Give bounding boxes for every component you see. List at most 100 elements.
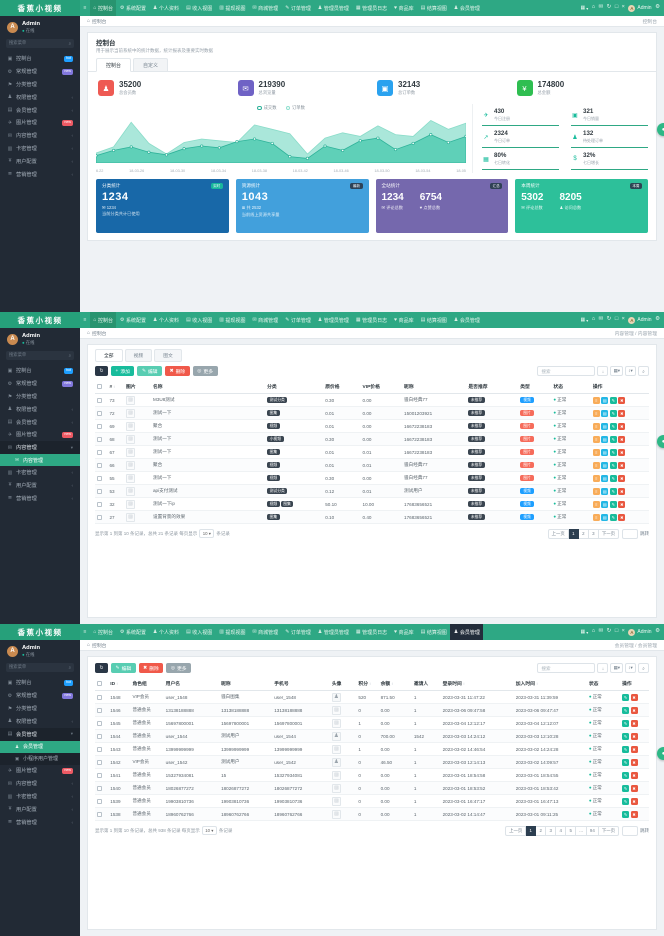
edit-button[interactable]: ✎: [609, 461, 617, 469]
weigh-button[interactable]: ▤: [601, 474, 609, 482]
settings-gear-icon[interactable]: ⚙: [655, 4, 660, 11]
side-member-mini[interactable]: ▣ 小程序用户管理: [0, 752, 80, 765]
weigh-button[interactable]: ▤: [601, 435, 609, 443]
weigh-button[interactable]: ▤: [601, 461, 609, 469]
refresh-button[interactable]: ↻: [95, 366, 109, 376]
refresh-icon[interactable]: ↻: [606, 628, 612, 635]
nav-withdraw-view[interactable]: ▥ 提现视图: [219, 5, 246, 12]
nav-withdraw-view[interactable]: ▥ 提现视图: [219, 629, 246, 636]
page-jump-input[interactable]: [622, 529, 638, 539]
column-header-login[interactable]: 登录时间↕: [440, 677, 514, 691]
page-button[interactable]: ...: [576, 826, 587, 836]
close-icon[interactable]: ×: [621, 4, 625, 11]
row-checkbox[interactable]: [97, 462, 102, 468]
nav-shop-manage[interactable]: ✉ 商城管理: [252, 5, 279, 12]
column-header-id[interactable]: #↕: [107, 380, 125, 394]
nav-income-view[interactable]: ▤ 收入视图: [185, 629, 213, 636]
nav-goods[interactable]: ♥ 商品库: [394, 317, 414, 324]
side-member[interactable]: ▤ 会员管理 ‹: [0, 416, 80, 429]
nav-order-manage[interactable]: ✎ 订单管理: [285, 317, 311, 324]
nav-income-view[interactable]: ▤ 收入视图: [185, 5, 213, 12]
message-icon[interactable]: ✉: [598, 316, 604, 323]
detail-button[interactable]: ≡: [592, 435, 600, 443]
avatar[interactable]: ▨: [331, 705, 341, 715]
weigh-button[interactable]: ▤: [601, 409, 609, 417]
fullscreen-icon[interactable]: □: [614, 628, 619, 635]
page-button[interactable]: 5: [566, 826, 577, 836]
side-userconf[interactable]: ¥ 用户配置 ‹: [0, 803, 80, 816]
row-checkbox[interactable]: [97, 785, 102, 791]
edit-button[interactable]: ✎: [622, 719, 630, 727]
row-checkbox[interactable]: [97, 501, 102, 507]
nav-dashboard[interactable]: ⌂ 控制台: [93, 629, 113, 636]
column-header-join[interactable]: 加入时间↕: [513, 677, 587, 691]
page-button[interactable]: 上一页: [505, 826, 527, 836]
nav-admin-log[interactable]: ▦ 管理员日志: [355, 5, 388, 12]
delete-button[interactable]: ✖: [630, 706, 638, 714]
detail-button[interactable]: ≡: [592, 461, 600, 469]
delete-button[interactable]: ✖: [630, 693, 638, 701]
nav-shop-manage[interactable]: ✉ 商城管理: [252, 629, 279, 636]
home-icon[interactable]: ⌂: [591, 628, 596, 635]
nav-withdraw-view[interactable]: ▥ 提现视图: [219, 317, 246, 324]
weigh-button[interactable]: ▤: [601, 500, 609, 508]
avatar[interactable]: ♟: [331, 757, 341, 767]
edit-button[interactable]: ✎: [609, 422, 617, 430]
page-jump-button[interactable]: 跳转: [640, 530, 649, 536]
row-checkbox[interactable]: [97, 423, 102, 429]
delete-button[interactable]: ✖ 删除: [138, 663, 164, 673]
home-icon[interactable]: ⌂: [591, 316, 596, 323]
service-float-button[interactable]: ●: [657, 435, 664, 448]
row-checkbox[interactable]: [97, 759, 102, 765]
weigh-button[interactable]: ▤: [601, 396, 609, 404]
row-checkbox[interactable]: [97, 397, 102, 403]
delete-button[interactable]: ✖: [630, 719, 638, 727]
edit-button[interactable]: ✎: [609, 396, 617, 404]
home-icon[interactable]: ⌂: [591, 4, 596, 11]
columns-toggle-icon[interactable]: ▦▾: [610, 366, 623, 376]
nav-settle-view[interactable]: ▤ 结算视图: [420, 5, 447, 12]
menu-toggle-icon[interactable]: ≡: [80, 0, 90, 16]
delete-button[interactable]: ✖: [630, 732, 638, 740]
side-picture[interactable]: ✈ 图片管理 new: [0, 429, 80, 442]
fullscreen-icon[interactable]: □: [614, 316, 619, 323]
thumbnail-image[interactable]: ▨: [126, 460, 136, 470]
edit-button[interactable]: ✎: [622, 771, 630, 779]
row-checkbox[interactable]: [97, 811, 102, 817]
nav-system-config[interactable]: ⚙ 系统配置: [119, 5, 146, 12]
app-logo[interactable]: 香蕉小视频: [0, 312, 80, 328]
nav-order-manage[interactable]: ✎ 订单管理: [285, 5, 311, 12]
row-checkbox[interactable]: [97, 798, 102, 804]
thumbnail-image[interactable]: ▨: [126, 473, 136, 483]
delete-button[interactable]: ✖: [630, 745, 638, 753]
sidebar-search-input[interactable]: 搜索菜单 ⌕: [6, 662, 74, 672]
nav-shop-manage[interactable]: ✉ 商城管理: [252, 317, 279, 324]
nav-admin-log[interactable]: ▦ 管理员日志: [355, 317, 388, 324]
legend-item[interactable]: 成交数: [257, 105, 277, 111]
select-all-checkbox[interactable]: [97, 680, 102, 686]
side-general[interactable]: ⚙ 常规管理 new: [0, 65, 80, 78]
nav-income-view[interactable]: ▤ 收入视图: [185, 317, 213, 324]
side-dashboard[interactable]: ▣ 控制台 hot: [0, 677, 80, 690]
thumbnail-image[interactable]: ▨: [126, 434, 136, 444]
page-button-active[interactable]: 1: [526, 826, 537, 836]
row-checkbox[interactable]: [97, 746, 102, 752]
side-cardkey[interactable]: ▥ 卡密管理 ‹: [0, 466, 80, 479]
delete-button[interactable]: ✖: [618, 461, 626, 469]
weigh-button[interactable]: ▤: [601, 448, 609, 456]
side-auth[interactable]: ♟ 权限管理 ‹: [0, 91, 80, 104]
avatar[interactable]: ♟: [331, 731, 341, 741]
sort-icon[interactable]: ↕: [391, 681, 394, 686]
row-checkbox[interactable]: [97, 720, 102, 726]
page-button[interactable]: 上一页: [547, 529, 569, 539]
weigh-button[interactable]: ▤: [601, 487, 609, 495]
edit-button[interactable]: ✎: [609, 500, 617, 508]
tab-custom[interactable]: 自定义: [133, 58, 169, 71]
edit-button[interactable]: ✎: [609, 409, 617, 417]
nav-member-manage[interactable]: ♟ 会员管理: [453, 5, 480, 12]
sort-icon[interactable]: ↕: [535, 681, 538, 686]
avatar[interactable]: ▨: [331, 809, 341, 819]
avatar[interactable]: ▨: [331, 718, 341, 728]
service-float-button[interactable]: ●: [657, 747, 664, 760]
service-float-button[interactable]: ●: [657, 123, 664, 136]
